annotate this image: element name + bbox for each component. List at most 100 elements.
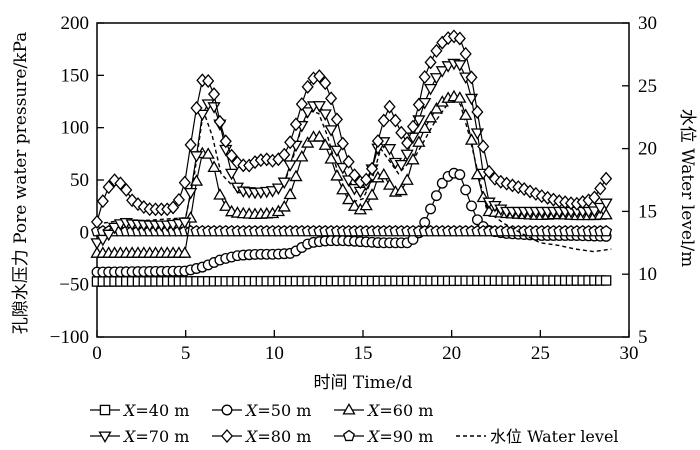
legend-item: X=40 m [90,401,189,420]
diamond-marker [167,200,180,215]
diamond-marker [412,97,425,112]
diamond-marker [330,112,343,127]
triangle-down-marker [277,177,291,190]
y2-tick-label: 30 [638,13,657,34]
circle-marker [454,169,466,181]
legend-item: X=80 m [212,427,311,446]
triangle-down-marker [189,151,204,163]
diamond-marker [471,104,484,119]
legend-item: X=90 m [334,427,433,446]
triangle-up-marker [453,91,467,103]
triangle-up-marker [342,402,356,415]
series-x-80-m [90,29,613,229]
pentagon-marker [343,429,355,442]
diamond-marker [424,55,437,70]
triangle-up-marker [382,178,397,190]
triangle-down-marker [400,149,414,162]
triangle-down-marker [312,101,326,113]
triangle-up-marker [277,200,291,212]
y-tick-label: 200 [61,13,90,34]
triangle-up-marker [318,138,332,150]
diamond-marker [114,176,127,191]
x-tick-label: 0 [92,343,102,364]
diamond-marker [594,181,607,196]
circle-marker [221,404,233,416]
triangle-down-marker [324,125,338,137]
diamond-marker [483,164,496,179]
y2-tick-label: 10 [638,264,657,285]
triangle-up-marker [412,135,426,147]
diamond-marker [465,70,478,85]
triangle-down-marker [178,217,192,230]
triangle-up-marker [429,102,444,114]
square-marker [600,275,612,286]
x-tick-label: 5 [181,343,191,364]
diamond-marker [289,117,303,132]
triangle-up-marker [219,199,233,211]
circle-marker [430,190,442,202]
triangle-down-marker [593,202,607,215]
diamond-marker [348,168,361,183]
triangle-down-marker [98,431,112,444]
triangle-down-marker [224,168,239,181]
y-axis-title: 孔隙水压力 Pore water pressure/kPa [11,32,31,335]
diamond-marker [231,155,244,170]
circle-marker [436,177,448,189]
square-marker [99,404,111,416]
triangle-down-marker [453,60,467,72]
y-tick-label: 50 [70,170,89,191]
diamond-marker [600,171,613,186]
y-tick-label: 100 [61,118,90,139]
triangle-up-marker [336,182,350,195]
triangle-up-marker [283,187,297,200]
legend-label: X=40 m [122,401,189,420]
diamond-marker [418,70,431,85]
legend-label: X=50 m [244,401,311,420]
diamond-marker [102,180,115,195]
diamond-marker [225,148,238,163]
circle-marker [425,203,437,215]
triangle-up-marker [330,169,344,181]
x-tick-label: 30 [620,343,639,364]
diamond-marker [213,114,226,129]
legend-label: X=80 m [244,427,311,446]
legend-item: X=60 m [334,401,433,420]
diamond-marker [202,73,215,88]
triangle-down-marker [336,162,350,175]
triangle-down-marker [283,160,297,172]
diamond-marker [184,137,197,152]
triangle-down-marker [394,159,408,172]
series-x-40-m [91,275,612,287]
triangle-up-marker [189,174,204,186]
legend: X=40 m X=50 m X=60 m X=70 m X=80 m X=90 m 水位 W… [90,401,619,446]
diamond-marker [477,139,490,154]
diamond-marker [178,175,191,190]
triangle-up-marker [213,188,227,200]
triangle-down-marker [102,229,116,242]
legend-item: 水位 Water level [456,427,619,446]
y2-tick-label: 20 [638,139,657,160]
y2-tick-label: 25 [638,76,657,97]
triangle-down-marker [90,238,104,250]
y-tick-label: 150 [61,65,90,86]
diamond-marker [295,97,308,112]
series-x-90-m [91,224,613,237]
diamond-marker [172,192,185,207]
diamond-marker [220,429,234,443]
diamond-marker [377,113,390,128]
triangle-up-marker [464,133,479,145]
diamond-marker [207,87,221,102]
triangle-up-marker [312,130,326,142]
triangle-up-marker [418,121,432,134]
triangle-up-marker [301,136,315,148]
x-axis-title: 时间 Time/d [314,373,413,393]
y-tick-label: −100 [50,327,89,348]
diamond-marker [365,161,379,176]
y2-tick-label: 5 [638,327,648,348]
x-tick-label: 15 [354,343,373,364]
legend-label: X=60 m [366,401,433,420]
diamond-marker [588,190,601,205]
legend-item: X=70 m [90,427,189,446]
y2-axis-title: 水位 Water level/m [677,109,697,267]
